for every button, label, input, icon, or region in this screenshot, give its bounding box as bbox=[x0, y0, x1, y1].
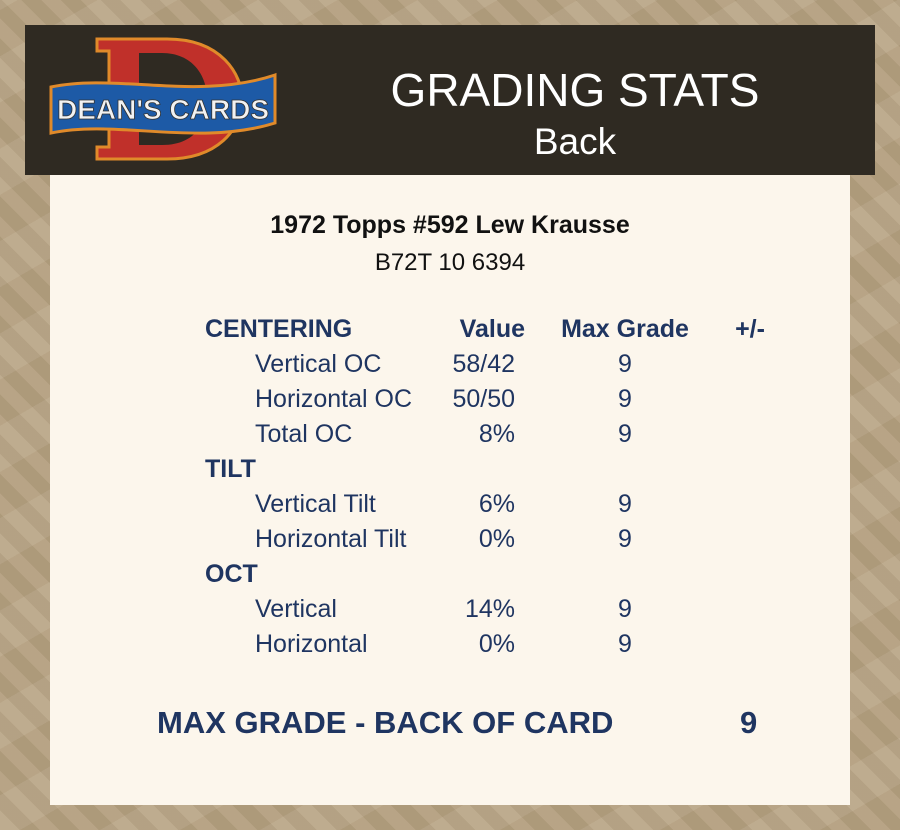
stat-max-grade: 9 bbox=[618, 595, 632, 623]
page-subtitle: Back bbox=[533, 121, 617, 162]
stat-max-grade: 9 bbox=[618, 525, 632, 553]
stat-value: 0% bbox=[478, 525, 515, 553]
stat-label: Horizontal Tilt bbox=[255, 525, 407, 553]
section-label: CENTERING bbox=[205, 315, 353, 343]
column-header-value: Value bbox=[459, 315, 525, 343]
max-grade-value: 9 bbox=[740, 705, 758, 740]
stat-value: 0% bbox=[478, 630, 515, 658]
stat-label: Vertical bbox=[255, 595, 337, 623]
section-header: TILT bbox=[50, 452, 850, 487]
stat-value: 50/50 bbox=[452, 385, 515, 413]
card-title: 1972 Topps #592 Lew Krausse bbox=[270, 211, 630, 239]
stat-value: 8% bbox=[478, 420, 515, 448]
section-header: OCT bbox=[50, 557, 850, 592]
stat-value: 6% bbox=[478, 490, 515, 518]
stat-value: 14% bbox=[464, 595, 515, 623]
stat-max-grade: 9 bbox=[618, 350, 632, 378]
stat-row: Horizontal 0% 9 bbox=[50, 627, 850, 662]
stat-label: Horizontal OC bbox=[255, 385, 412, 413]
column-header-max-grade: Max Grade bbox=[561, 315, 689, 343]
max-grade-label: MAX GRADE - BACK OF CARD bbox=[157, 705, 614, 740]
stat-row: Total OC 8% 9 bbox=[50, 417, 850, 452]
section-header: CENTERING Value Max Grade +/- bbox=[50, 312, 850, 347]
stat-row: Vertical OC 58/42 9 bbox=[50, 347, 850, 382]
stat-label: Vertical OC bbox=[255, 350, 382, 378]
stat-row: Vertical Tilt 6% 9 bbox=[50, 487, 850, 522]
stat-row: Vertical 14% 9 bbox=[50, 592, 850, 627]
card-code: B72T 10 6394 bbox=[374, 249, 526, 276]
stat-row: Horizontal OC 50/50 9 bbox=[50, 382, 850, 417]
page-title: GRADING STATS bbox=[390, 64, 760, 116]
section-label: OCT bbox=[205, 560, 258, 588]
stat-label: Horizontal bbox=[255, 630, 368, 658]
column-header-plus-minus: +/- bbox=[735, 315, 765, 343]
deans-cards-logo: DEAN'S CARDS bbox=[49, 37, 277, 161]
stat-label: Total OC bbox=[255, 420, 353, 448]
svg-text:DEAN'S CARDS: DEAN'S CARDS bbox=[57, 94, 269, 125]
section-label: TILT bbox=[205, 455, 256, 483]
stats-panel: 1972 Topps #592 Lew Krausse B72T 10 6394… bbox=[50, 175, 850, 805]
stat-value: 58/42 bbox=[452, 350, 515, 378]
stat-label: Vertical Tilt bbox=[255, 490, 376, 518]
stat-row: Horizontal Tilt 0% 9 bbox=[50, 522, 850, 557]
stat-max-grade: 9 bbox=[618, 385, 632, 413]
stat-max-grade: 9 bbox=[618, 490, 632, 518]
stat-max-grade: 9 bbox=[618, 630, 632, 658]
header-banner: DEAN'S CARDS GRADING STATS Back bbox=[25, 25, 875, 175]
stat-max-grade: 9 bbox=[618, 420, 632, 448]
